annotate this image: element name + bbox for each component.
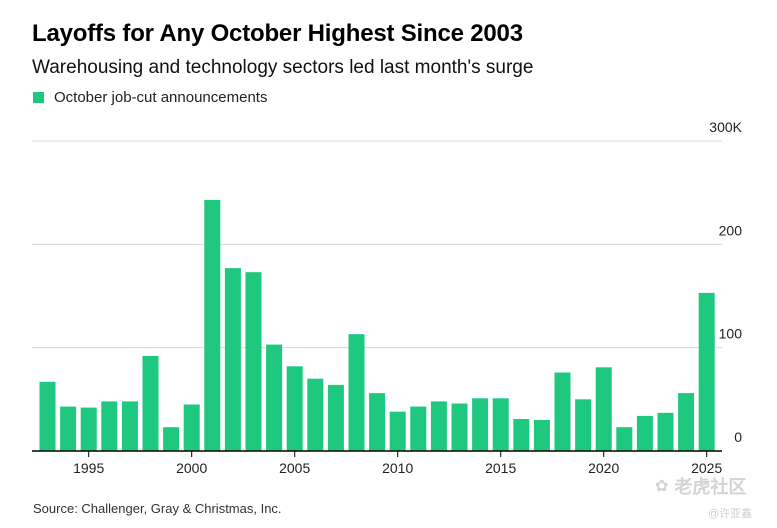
chart-title: Layoffs for Any October Highest Since 20… <box>32 20 523 47</box>
bar-1993 <box>39 381 56 451</box>
bar-1994 <box>60 406 77 451</box>
bar-2000 <box>183 404 200 451</box>
watermark-handle: @许亚鑫 <box>708 508 753 520</box>
source-note: Source: Challenger, Gray & Christmas, In… <box>33 501 282 516</box>
bar-2017 <box>533 420 550 451</box>
chart-subtitle: Warehousing and technology sectors led l… <box>32 57 534 78</box>
bar-2016 <box>513 419 530 451</box>
bar-2022 <box>636 415 653 451</box>
bar-2010 <box>389 411 406 451</box>
bar-2002 <box>224 268 241 451</box>
y-tick-label: 0 <box>734 429 742 445</box>
bar-2012 <box>430 401 447 451</box>
legend: October job-cut announcements <box>33 89 267 106</box>
watermark-text: 老虎社区 <box>674 477 747 497</box>
bar-2015 <box>492 398 509 451</box>
bar-2013 <box>451 403 468 451</box>
bar-2025 <box>698 292 715 451</box>
bar-2024 <box>678 393 695 451</box>
watermark: ✿ 老虎社区 <box>655 473 746 499</box>
y-tick-label: 200 <box>719 222 743 238</box>
bar-2020 <box>595 367 612 451</box>
x-tick-label: 2005 <box>279 460 310 476</box>
bar-2001 <box>204 199 221 451</box>
x-tick-label: 2020 <box>588 460 619 476</box>
x-tick-label: 2015 <box>485 460 516 476</box>
x-tick-label: 2000 <box>176 460 207 476</box>
bar-2011 <box>410 406 427 451</box>
bar-2018 <box>554 372 571 451</box>
legend-swatch <box>33 92 44 103</box>
bar-2006 <box>307 378 324 451</box>
x-tick-label: 2010 <box>382 460 413 476</box>
y-tick-label: 100 <box>719 326 743 342</box>
bar-2008 <box>348 334 365 451</box>
bar-1999 <box>163 427 180 451</box>
legend-label: October job-cut announcements <box>54 89 268 106</box>
bar-2003 <box>245 272 262 451</box>
paw-icon: ✿ <box>655 478 669 495</box>
x-tick-label: 1995 <box>73 460 104 476</box>
bar-2023 <box>657 412 674 451</box>
x-tick-label: 2025 <box>691 460 722 476</box>
bar-2014 <box>472 398 489 451</box>
bar-2007 <box>327 384 344 451</box>
bar-2009 <box>369 393 386 451</box>
bar-2004 <box>266 344 283 451</box>
bar-1998 <box>142 355 159 451</box>
y-tick-label: 300K <box>709 119 742 135</box>
bar-1997 <box>121 401 138 451</box>
bar-1995 <box>80 407 97 451</box>
bar-2019 <box>575 399 592 451</box>
bar-1996 <box>101 401 118 451</box>
bar-2021 <box>616 427 633 451</box>
bar-2005 <box>286 366 303 451</box>
